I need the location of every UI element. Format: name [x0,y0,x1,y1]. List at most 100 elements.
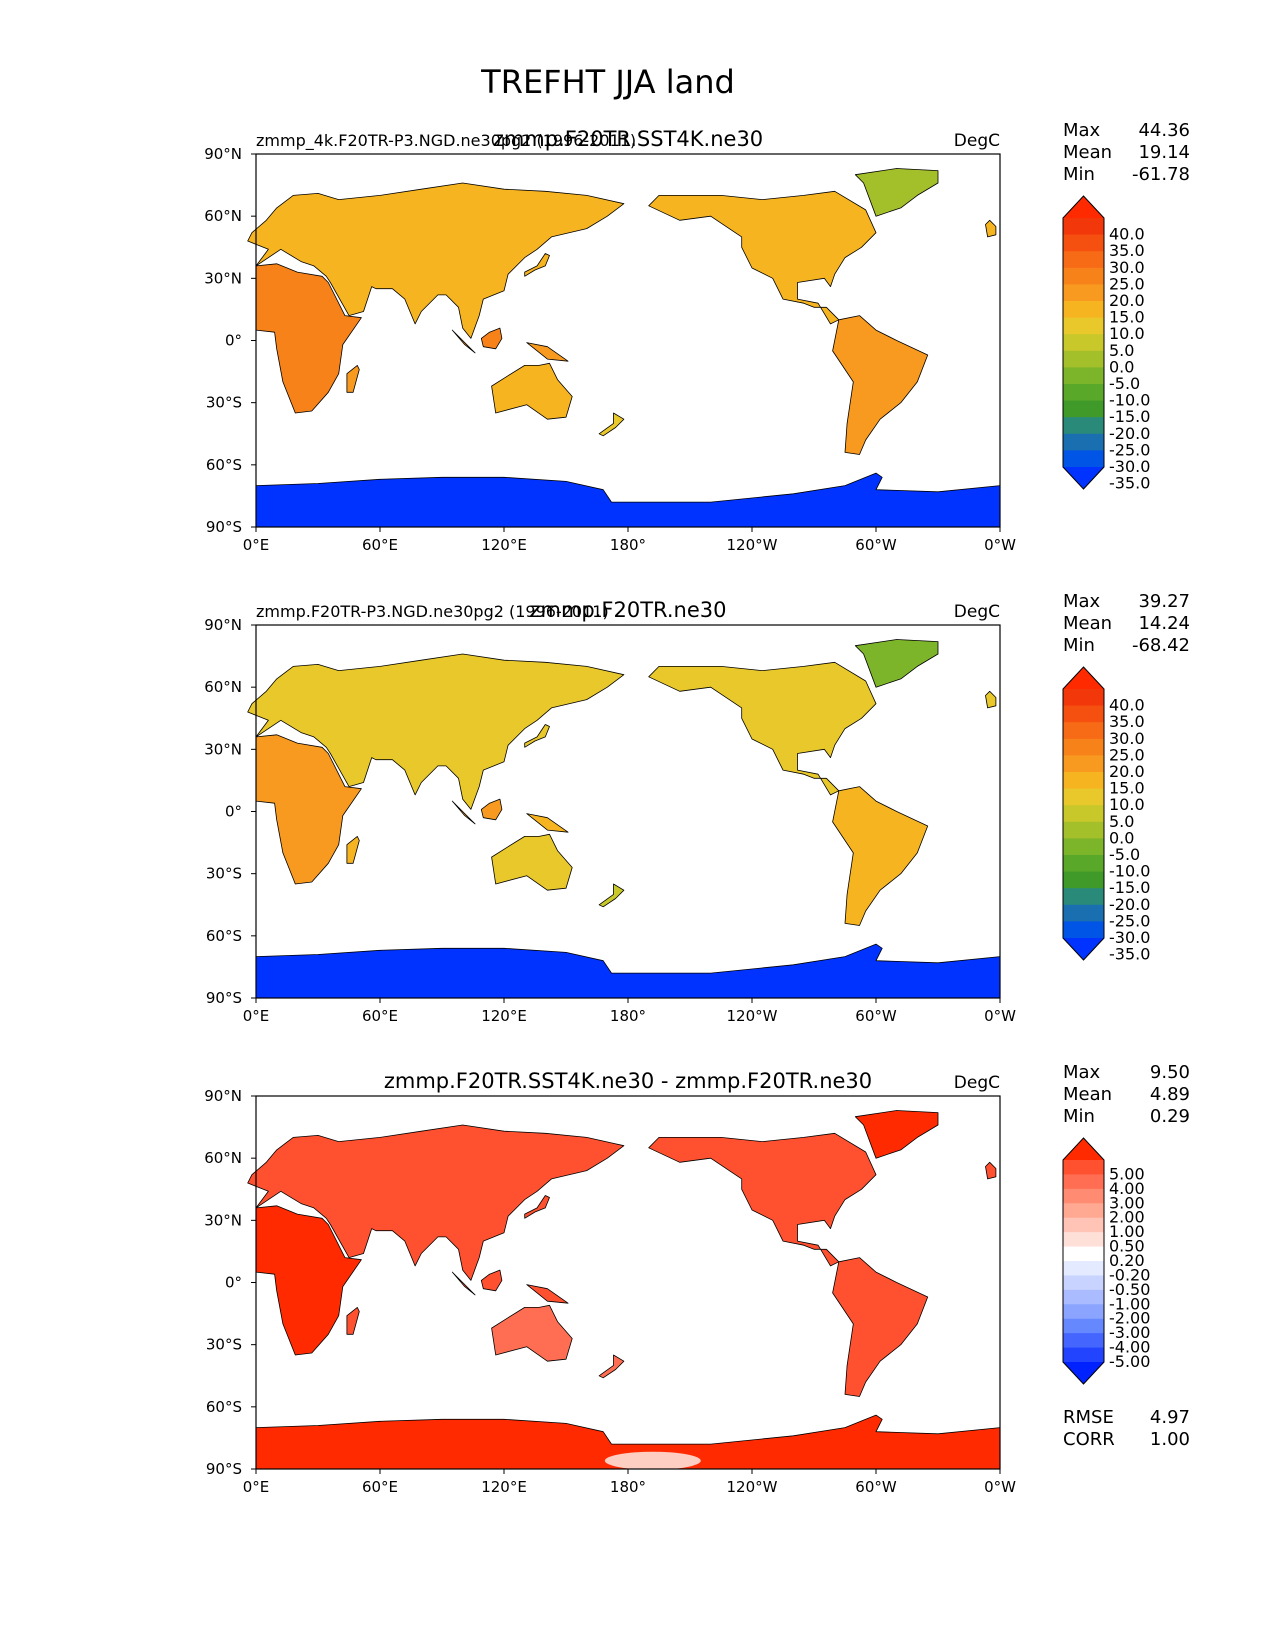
stat-value: -61.78 [1132,164,1190,185]
stat-value: 39.27 [1138,591,1190,612]
land-madagascar [346,836,360,864]
colorbar-tick-label: 5.0 [1109,341,1134,360]
land-newZealand [598,883,625,908]
stat-label: Min [1063,1106,1095,1127]
colorbar-tick-label: 1.00 [1109,1222,1145,1241]
colorbar-segment [1063,1289,1104,1305]
colorbar-tick-label: -10.0 [1109,862,1150,881]
land-borneo [480,327,503,350]
figure-title: TREFHT JJA land [480,63,735,101]
colorbar-segment [1063,384,1104,402]
colorbar-tick-label: -1.00 [1109,1294,1150,1313]
land-uk [985,219,997,238]
colorbar-segment [1063,350,1104,368]
land-africa [255,1205,362,1356]
x-tick-label: 120°W [727,1478,778,1496]
land-newZealand [598,412,625,437]
stat-label: Max [1063,591,1101,612]
colorbar-tick-label: 5.0 [1109,812,1134,831]
colorbar-tick-label: -20.0 [1109,424,1150,443]
land-australia [491,1304,573,1362]
y-tick-label: 0° [225,803,242,821]
colorbar: 5.004.003.002.001.000.500.20-0.20-0.50-1… [1062,1137,1150,1385]
metric-label: CORR [1063,1429,1115,1450]
x-tick-label: 0°E [243,536,270,554]
colorbar-extend-max [1063,1138,1104,1160]
colorbar-segment [1063,755,1104,773]
land-borneo [480,798,503,821]
colorbar-segment [1063,722,1104,740]
colorbar-segment [1063,1275,1104,1291]
colorbar-extend-min [1063,938,1104,960]
y-tick-label: 60°S [206,1398,242,1416]
panel-sst4k: zmmp_4k.F20TR-P3.NGD.ne30pg2 (1996-2011)… [204,120,1190,554]
panel-diff: zmmp.F20TR.SST4K.ne30 - zmmp.F20TR.ne30 D… [204,1062,1190,1496]
land-northAmerica [648,1132,877,1267]
y-tick-label: 30°S [206,394,242,412]
y-tick-label: 0° [225,332,242,350]
stat-value: 19.14 [1138,142,1190,163]
colorbar-tick-label: -35.0 [1109,474,1150,493]
land-japan [524,253,550,277]
land-newGuinea [526,813,569,833]
stat-value: 44.36 [1138,120,1190,141]
colorbar-segment [1063,805,1104,823]
land-southAmerica [832,1257,929,1397]
y-tick-label: 30°N [204,740,242,758]
colorbar-tick-label: 10.0 [1109,795,1145,814]
land-sumatra [451,329,476,354]
x-tick-label: 120°E [481,1478,527,1496]
x-tick-label: 60°W [855,536,897,554]
y-tick-label: 60°S [206,456,242,474]
colorbar-tick-label: 30.0 [1109,258,1145,277]
colorbar-tick-label: 20.0 [1109,762,1145,781]
land-eurasia [247,1124,625,1281]
colorbar-tick-label: 10.0 [1109,324,1145,343]
x-tick-label: 180° [610,1478,646,1496]
colorbar-tick-label: -25.0 [1109,911,1150,930]
y-tick-label: 0° [225,1274,242,1292]
colorbar-segment [1063,738,1104,756]
colorbar-tick-label: -20.0 [1109,895,1150,914]
colorbar-tick-label: 30.0 [1109,729,1145,748]
panel-center-title: zmmp.F20TR.SST4K.ne30 - zmmp.F20TR.ne30 [384,1069,872,1093]
land-sumatra [451,1271,476,1296]
y-tick-label: 90°S [206,989,242,1007]
colorbar-segment [1063,888,1104,906]
stat-label: Max [1063,1062,1101,1083]
panel-center-title: zmmp.F20TR.ne30 [529,598,726,622]
colorbar-tick-label: 5.00 [1109,1164,1145,1183]
x-tick-label: 60°E [362,536,398,554]
colorbar-segment [1063,417,1104,435]
colorbar-segment [1063,1318,1104,1334]
colorbar-segment [1063,334,1104,352]
colorbar-tick-label: 15.0 [1109,308,1145,327]
colorbar-segment [1063,367,1104,385]
colorbar-segment [1063,904,1104,922]
colorbar-segment [1063,400,1104,418]
land-greenland [854,1110,939,1159]
land-australia [491,362,573,420]
panel-control: zmmp.F20TR-P3.NGD.ne30pg2 (1996-2011)zmm… [204,591,1190,1025]
land-southAmerica [832,786,929,926]
y-tick-label: 30°S [206,865,242,883]
stat-label: Min [1063,164,1095,185]
x-tick-label: 60°E [362,1007,398,1025]
x-tick-label: 0°E [243,1478,270,1496]
metric-label: RMSE [1063,1407,1114,1428]
land-southAmerica [832,315,929,455]
colorbar-extend-min [1063,467,1104,489]
x-tick-label: 60°W [855,1478,897,1496]
colorbar-tick-label: -15.0 [1109,407,1150,426]
land-madagascar [346,1307,360,1335]
land-greenland [854,168,939,217]
x-tick-label: 180° [610,536,646,554]
x-tick-label: 0°W [984,536,1016,554]
land-australia [491,833,573,891]
colorbar-tick-label: 2.00 [1109,1208,1145,1227]
x-tick-label: 120°E [481,1007,527,1025]
stat-label: Mean [1063,613,1112,634]
y-tick-label: 60°N [204,1149,242,1167]
colorbar-segment [1063,1333,1104,1349]
stat-label: Min [1063,635,1095,656]
